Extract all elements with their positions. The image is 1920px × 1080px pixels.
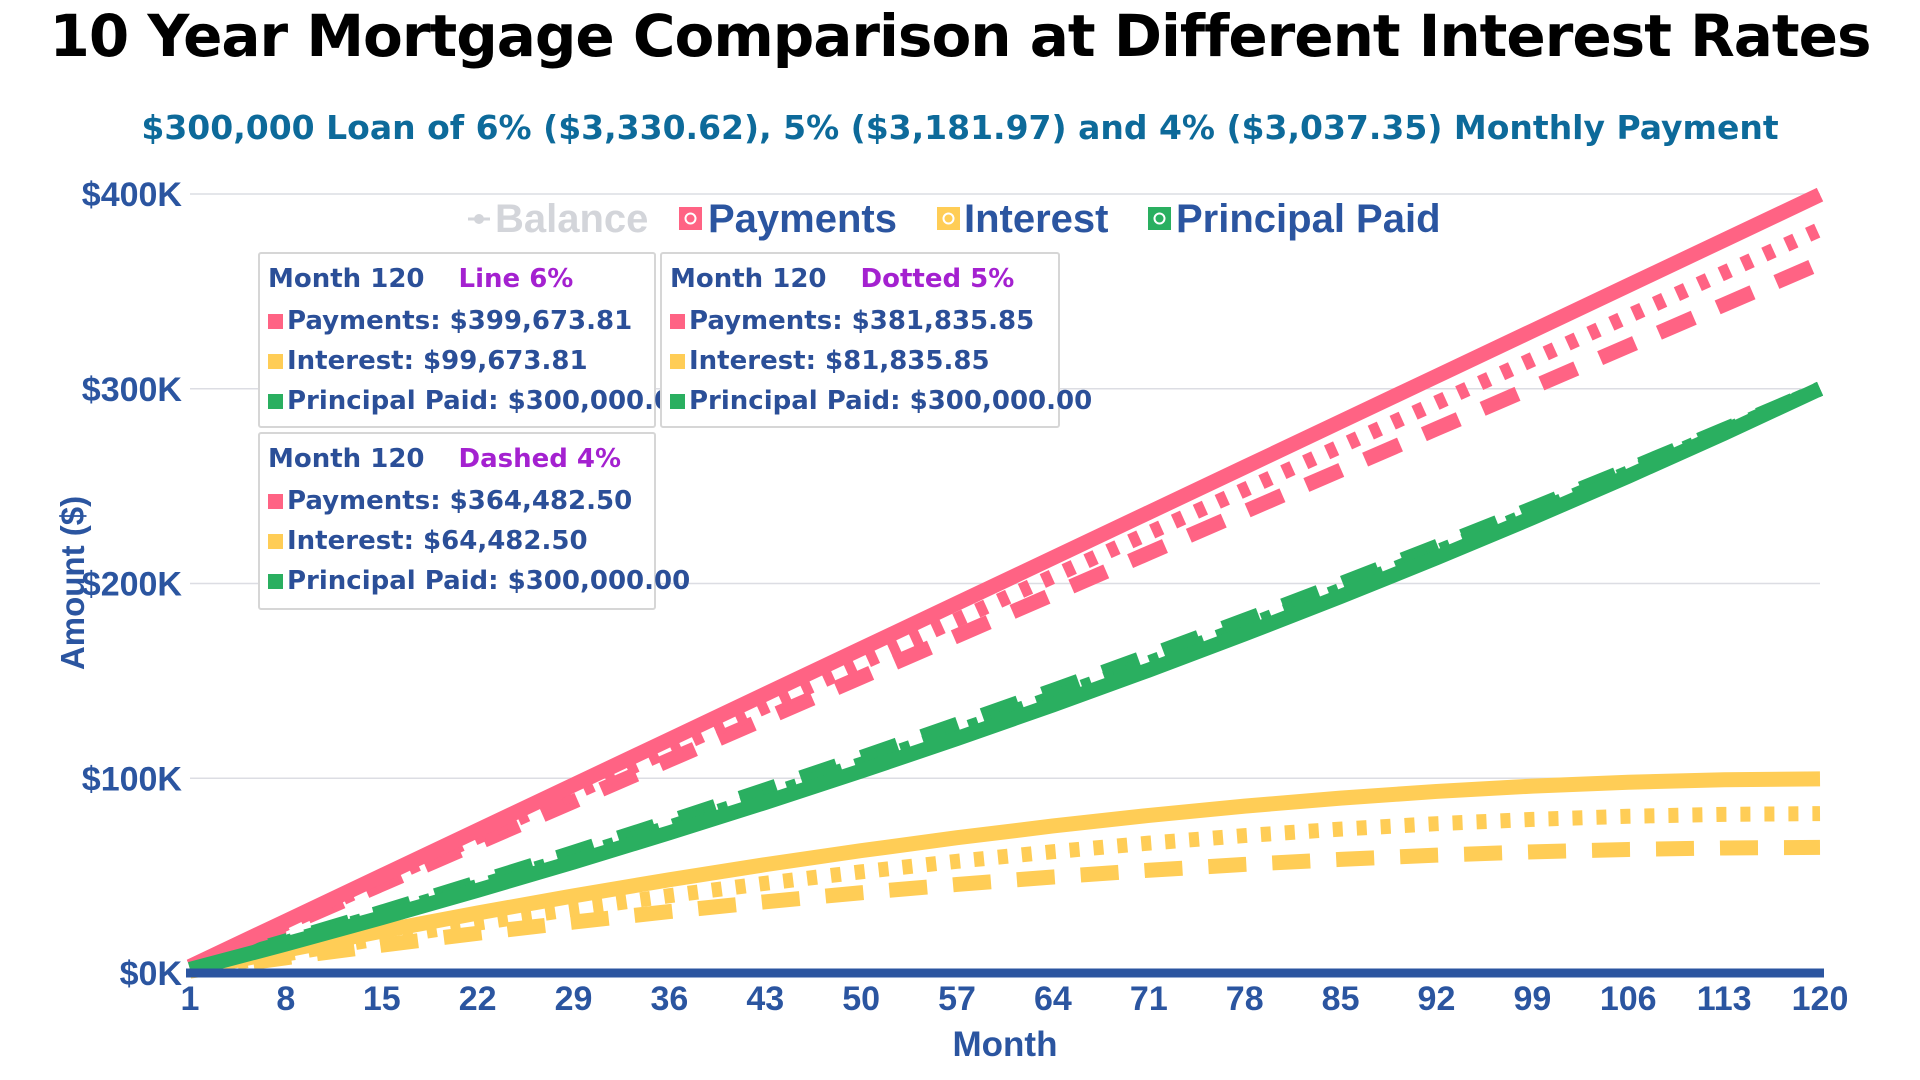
color-swatch-icon: [670, 354, 685, 369]
series-lines: [186, 187, 1824, 979]
tooltip-month: Month 120: [670, 264, 827, 294]
tooltip-3: Month 120 Dashed 4% Payments: $364,482.50 I…: [258, 432, 690, 610]
chart-subtitle: $300,000 Loan of 6% ($3,330.62), 5% ($3,…: [141, 108, 1779, 147]
series-payments-6pct: [186, 187, 1824, 974]
tooltip-row: Payments: $364,482.50: [268, 486, 632, 516]
legend-point-icon: [942, 212, 955, 225]
tooltip-row: Principal Paid: $300,000.00: [268, 566, 690, 596]
tooltip-header: Month 120 Line 6%: [268, 264, 573, 294]
tooltip-row: Payments: $399,673.81: [268, 306, 632, 336]
tooltip-month: Month 120: [268, 264, 425, 294]
tooltip-row-label: Interest: $81,835.85: [689, 346, 990, 376]
color-swatch-icon: [268, 494, 283, 509]
color-swatch-icon: [670, 394, 685, 409]
tooltip-row-label: Principal Paid: $300,000.00: [287, 386, 691, 416]
x-tick-label: 15: [363, 980, 401, 1018]
y-tick-label: $100K: [82, 760, 183, 798]
legend-label: Principal Paid: [1176, 197, 1441, 241]
legend-label: Interest: [964, 197, 1109, 241]
legend-item-balance[interactable]: Balance: [468, 197, 648, 241]
legend-swatch-icon: [679, 207, 702, 230]
x-axis-title: Month: [953, 1025, 1058, 1064]
tooltip-2: Month 120 Dotted 5% Payments: $381,835.85 I…: [660, 252, 1092, 428]
series-interest-6pct: [188, 771, 1821, 978]
tooltip-row: Principal Paid: $300,000.00: [268, 386, 690, 416]
tooltip-row-label: Payments: $381,835.85: [689, 306, 1035, 336]
tooltip-row-label: Principal Paid: $300,000.00: [689, 386, 1093, 416]
legend-swatch-icon: [1148, 207, 1171, 230]
y-tick-label: $200K: [82, 566, 183, 604]
tooltip-1: Month 120 Line 6% Payments: $399,673.81 Int…: [258, 252, 690, 428]
legend-label: Payments: [708, 197, 897, 241]
y-tick-label: $0K: [120, 955, 183, 993]
x-tick-label: 85: [1322, 980, 1360, 1018]
series-principal-paid-6pct: [188, 381, 1824, 977]
y-tick-label: $300K: [82, 371, 183, 409]
x-tick-label: 120: [1792, 980, 1849, 1018]
x-tick-label: 22: [459, 980, 497, 1018]
tooltip-row-label: Interest: $99,673.81: [287, 346, 588, 376]
x-tick-label: 36: [650, 980, 688, 1018]
x-tick-label: 99: [1513, 980, 1551, 1018]
tooltip-row: Payments: $381,835.85: [670, 306, 1034, 336]
tooltip-month: Month 120: [268, 444, 425, 474]
legend-point-icon: [474, 214, 484, 224]
legend: Balance Payments Interest Principal Paid: [468, 197, 1441, 241]
y-axis-title: Amount ($): [54, 496, 91, 670]
x-tick-label: 113: [1697, 980, 1752, 1018]
x-tick-label: 43: [746, 980, 784, 1018]
color-swatch-icon: [268, 314, 283, 329]
tooltip-series-tag: Line 6%: [458, 264, 574, 294]
tooltip-row: Interest: $64,482.50: [268, 526, 588, 556]
tooltip-row-label: Principal Paid: $300,000.00: [287, 566, 691, 596]
x-tick-label: 64: [1034, 980, 1072, 1018]
legend-item-principal-paid[interactable]: Principal Paid: [1148, 197, 1441, 241]
legend-point-icon: [684, 212, 697, 225]
color-swatch-icon: [670, 314, 685, 329]
tooltip-row-label: Interest: $64,482.50: [287, 526, 588, 556]
series-payments-5pct: [186, 222, 1824, 974]
legend-label: Balance: [495, 197, 648, 241]
legend-item-interest[interactable]: Interest: [937, 197, 1109, 241]
color-swatch-icon: [268, 394, 283, 409]
series-payments-4pct: [187, 256, 1823, 974]
legend-point-icon: [1153, 212, 1166, 225]
legend-item-payments[interactable]: Payments: [679, 197, 897, 241]
tooltip-series-tag: Dashed 4%: [458, 444, 622, 474]
tooltip-row: Principal Paid: $300,000.00: [670, 386, 1092, 416]
chart-title: 10 Year Mortgage Comparison at Different…: [49, 2, 1871, 70]
x-tick-label: 8: [276, 980, 295, 1018]
color-swatch-icon: [268, 534, 283, 549]
x-tick-label: 78: [1226, 980, 1264, 1018]
tooltip-header: Month 120 Dotted 5%: [670, 264, 1014, 294]
series-interest-5pct: [188, 806, 1821, 978]
tooltip-row: Interest: $81,835.85: [670, 346, 990, 376]
x-tick-label: 71: [1130, 980, 1168, 1018]
legend-swatch-icon: [937, 207, 960, 230]
x-tick-label: 1: [181, 980, 200, 1018]
tooltip-row-label: Payments: $399,673.81: [287, 306, 633, 336]
tooltip-header: Month 120 Dashed 4%: [268, 444, 621, 474]
x-tick-label: 57: [938, 980, 976, 1018]
tooltip-series-tag: Dotted 5%: [860, 264, 1015, 294]
tooltip-row-label: Payments: $364,482.50: [287, 486, 633, 516]
x-tick-label: 50: [842, 980, 880, 1018]
axes: $0K $100K $200K $300K $400K 1 8 15 22 29 36 43 50 57 6…: [82, 176, 1849, 1018]
x-tick-label: 29: [555, 980, 593, 1018]
series-interest-4pct: [188, 839, 1821, 979]
color-swatch-icon: [268, 574, 283, 589]
x-tick-label: 106: [1600, 980, 1657, 1018]
x-tick-label: 92: [1418, 980, 1456, 1018]
y-tick-label: $400K: [82, 176, 183, 214]
tooltip-row: Interest: $99,673.81: [268, 346, 588, 376]
color-swatch-icon: [268, 354, 283, 369]
